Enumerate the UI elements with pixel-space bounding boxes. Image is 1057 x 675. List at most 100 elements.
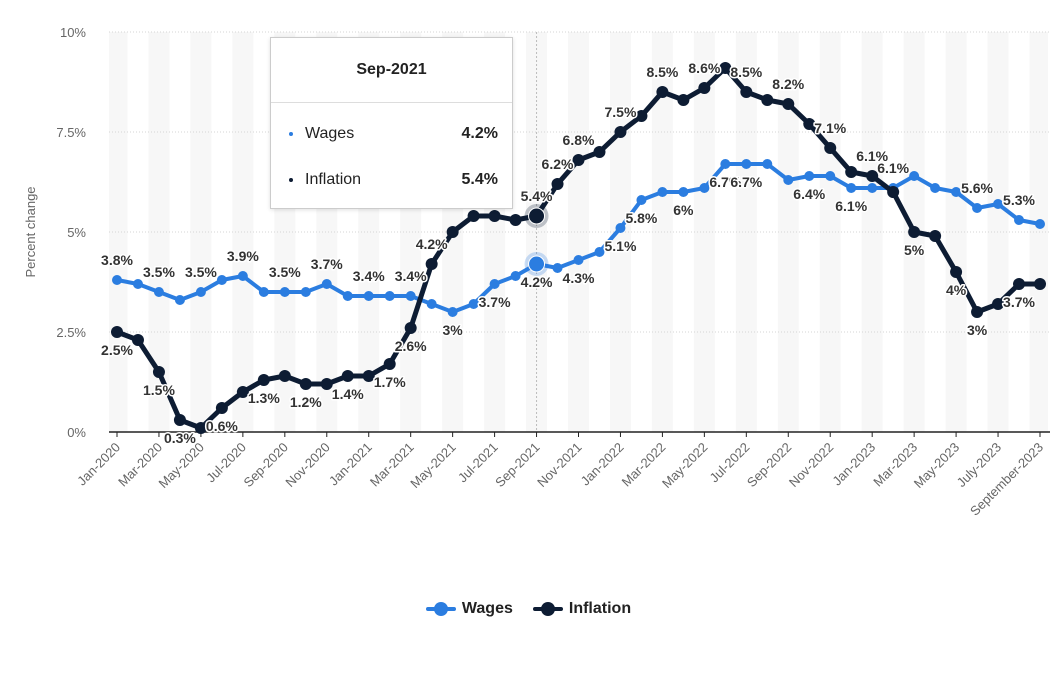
inflation-point[interactable]	[446, 226, 459, 238]
wages-point[interactable]	[993, 199, 1004, 209]
inflation-point[interactable]	[635, 110, 648, 122]
inflation-point[interactable]	[362, 370, 375, 382]
wages-point[interactable]	[468, 299, 479, 309]
wages-point[interactable]	[804, 171, 815, 181]
wages-point[interactable]	[279, 287, 290, 297]
inflation-point[interactable]	[971, 306, 984, 318]
wages-point[interactable]	[237, 271, 248, 281]
inflation-point[interactable]	[236, 386, 249, 398]
inflation-point[interactable]	[656, 86, 669, 98]
data-labels: 3.8% 3.5% 3.5% 3.9% 3.5% 3.7% 3.4% 3.4% 3% 3.7% 4.…	[100, 59, 1037, 448]
inflation-point[interactable]	[740, 86, 753, 98]
wages-point[interactable]	[636, 195, 647, 205]
inflation-point[interactable]	[404, 322, 417, 334]
wages-point[interactable]	[909, 171, 920, 181]
inflation-point[interactable]	[488, 210, 501, 222]
inflation-point[interactable]	[908, 226, 921, 238]
inflation-point[interactable]	[425, 258, 438, 270]
wages-point[interactable]	[405, 291, 416, 301]
wages-point[interactable]	[510, 271, 521, 281]
inflation-point[interactable]	[215, 402, 228, 414]
wages-point[interactable]	[342, 291, 353, 301]
wages-point[interactable]	[384, 291, 395, 301]
inflation-point[interactable]	[1034, 278, 1046, 290]
wages-point[interactable]	[783, 175, 794, 185]
inflation-point[interactable]	[614, 126, 627, 138]
inflation-point[interactable]	[593, 146, 606, 158]
wages-point[interactable]	[930, 183, 941, 193]
inflation-point[interactable]	[320, 378, 333, 390]
inflation-point[interactable]	[299, 378, 312, 390]
wages-point[interactable]	[972, 203, 983, 213]
inflation-point[interactable]	[572, 154, 585, 166]
inflation-point[interactable]	[152, 366, 165, 378]
inflation-point[interactable]	[992, 298, 1005, 310]
wages-point[interactable]	[552, 263, 563, 273]
wages-point[interactable]	[426, 299, 437, 309]
wages-point[interactable]	[528, 255, 546, 273]
wages-point[interactable]	[300, 287, 311, 297]
wages-point[interactable]	[112, 275, 122, 285]
inflation-point[interactable]	[528, 207, 546, 225]
wages-point[interactable]	[846, 183, 857, 193]
inflation-point[interactable]	[1013, 278, 1026, 290]
wages-point[interactable]	[657, 187, 668, 197]
inflation-point[interactable]	[467, 210, 480, 222]
inflation-point[interactable]	[887, 186, 900, 198]
inflation-point[interactable]	[782, 98, 795, 110]
wages-point[interactable]	[573, 255, 584, 265]
wages-point[interactable]	[216, 275, 227, 285]
legend-item-inflation[interactable]: Inflation	[532, 600, 631, 618]
wages-point[interactable]	[594, 247, 605, 257]
inflation-point[interactable]	[929, 230, 942, 242]
inflation-point[interactable]	[257, 374, 270, 386]
inflation-point[interactable]	[719, 62, 732, 74]
inflation-point[interactable]	[551, 178, 564, 190]
wages-data-label: 5.8%	[625, 210, 657, 226]
inflation-point[interactable]	[111, 326, 123, 338]
tooltip-row-wages: Wages 4.2%	[271, 111, 512, 157]
inflation-point[interactable]	[698, 82, 711, 94]
wages-point[interactable]	[132, 279, 143, 289]
inflation-point[interactable]	[845, 166, 858, 178]
wages-point[interactable]	[720, 159, 731, 169]
wages-point[interactable]	[195, 287, 206, 297]
wages-point[interactable]	[951, 187, 962, 197]
wages-point[interactable]	[678, 187, 689, 197]
wages-point[interactable]	[363, 291, 374, 301]
wages-point[interactable]	[1014, 215, 1025, 225]
inflation-point[interactable]	[803, 118, 816, 130]
inflation-point[interactable]	[509, 214, 522, 226]
wages-data-label: 3.7%	[479, 294, 511, 310]
inflation-point[interactable]	[278, 370, 291, 382]
wages-data-label: 6.7%	[709, 174, 741, 190]
inflation-point[interactable]	[950, 266, 963, 278]
inflation-point[interactable]	[866, 170, 879, 182]
inflation-point[interactable]	[194, 422, 207, 434]
wages-point[interactable]	[741, 159, 752, 169]
wages-point[interactable]	[825, 171, 836, 181]
legend-item-wages[interactable]: Wages	[425, 600, 513, 618]
wages-point[interactable]	[258, 287, 269, 297]
wages-point[interactable]	[321, 279, 332, 289]
inflation-point[interactable]	[341, 370, 354, 382]
wages-point[interactable]	[615, 223, 626, 233]
inflation-point[interactable]	[131, 334, 144, 346]
inflation-point[interactable]	[677, 94, 690, 106]
wages-point[interactable]	[447, 307, 458, 317]
wages-point[interactable]	[489, 279, 500, 289]
wages-point[interactable]	[867, 183, 878, 193]
inflation-point[interactable]	[824, 142, 837, 154]
wages-point[interactable]	[1035, 219, 1045, 229]
line-chart: 0% 2.5% 5% 7.5% 10% Jan-2020Mar-2020May-2020…	[23, 25, 1050, 519]
wages-point[interactable]	[762, 159, 773, 169]
inflation-point[interactable]	[761, 94, 774, 106]
inflation-data-label: 6.2%	[542, 156, 574, 172]
inflation-point[interactable]	[173, 414, 186, 426]
gridlines	[109, 31, 1050, 433]
wages-point[interactable]	[174, 295, 185, 305]
wages-point[interactable]	[699, 183, 710, 193]
inflation-data-label: 0.6%	[206, 418, 238, 434]
inflation-point[interactable]	[383, 358, 396, 370]
wages-point[interactable]	[153, 287, 164, 297]
